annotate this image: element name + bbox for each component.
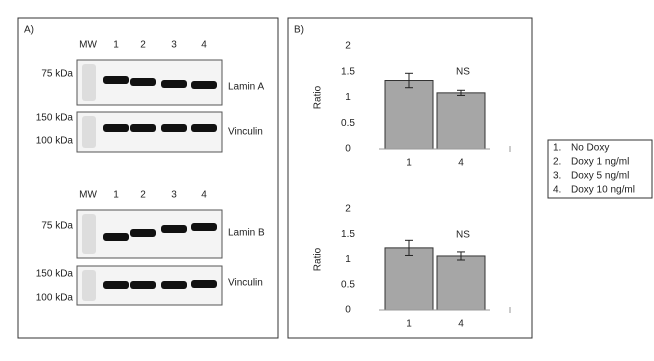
marker-label: 75 kDa xyxy=(41,69,73,80)
blot-name: Lamin B xyxy=(228,228,265,239)
y-tick-label: 2 xyxy=(345,41,351,52)
band xyxy=(103,124,129,132)
band xyxy=(130,229,156,237)
legend-number: 1. xyxy=(553,143,561,154)
lane-label: 1 xyxy=(113,190,119,201)
legend-number: 3. xyxy=(553,171,561,182)
lane-label: 1 xyxy=(113,40,119,51)
mw-label: MW xyxy=(79,40,97,51)
legend-box xyxy=(547,139,653,199)
annotation: NS xyxy=(456,67,470,78)
bar xyxy=(384,80,434,150)
legend-label: Doxy 10 ng/ml xyxy=(571,185,635,196)
annotation: NS xyxy=(456,230,470,241)
band xyxy=(191,81,217,89)
legend-label: No Doxy xyxy=(571,143,609,154)
legend-label: Doxy 5 ng/ml xyxy=(571,171,629,182)
band xyxy=(161,124,187,132)
x-tick-label: 1 xyxy=(406,158,412,169)
ladder xyxy=(82,270,96,301)
y-tick-label: 0 xyxy=(345,144,351,155)
lane-label: 2 xyxy=(140,190,146,201)
y-tick-label: 1.5 xyxy=(341,66,355,77)
panel-label: A) xyxy=(24,25,34,36)
band xyxy=(130,281,156,289)
marker-label: 100 kDa xyxy=(36,293,74,304)
legend-number: 4. xyxy=(553,185,561,196)
band xyxy=(103,281,129,289)
band xyxy=(191,223,217,231)
x-tick-label: 4 xyxy=(458,319,464,330)
band xyxy=(161,225,187,233)
ladder xyxy=(82,64,96,101)
panel-label: B) xyxy=(294,25,304,36)
x-tick-label: 4 xyxy=(458,158,464,169)
ladder xyxy=(82,116,96,148)
band xyxy=(130,78,156,86)
y-tick-label: 1 xyxy=(345,254,351,265)
y-tick-label: 1.5 xyxy=(341,229,355,240)
bar xyxy=(436,92,486,150)
panel-b-box xyxy=(287,17,533,339)
y-tick-label: 0.5 xyxy=(341,118,355,129)
blot-name: Vinculin xyxy=(228,127,263,138)
band xyxy=(191,280,217,288)
mw-label: MW xyxy=(79,190,97,201)
marker-label: 75 kDa xyxy=(41,221,73,232)
bar xyxy=(384,247,434,311)
lane-label: 3 xyxy=(171,40,177,51)
y-tick-label: 1 xyxy=(345,92,351,103)
lane-label: 2 xyxy=(140,40,146,51)
band xyxy=(103,233,129,241)
lane-label: 4 xyxy=(201,40,207,51)
y-tick-label: 2 xyxy=(345,204,351,215)
bar xyxy=(436,255,486,311)
marker-label: 150 kDa xyxy=(36,269,74,280)
band xyxy=(161,281,187,289)
lane-label: 4 xyxy=(201,190,207,201)
legend-number: 2. xyxy=(553,157,561,168)
band xyxy=(161,80,187,88)
ladder xyxy=(82,214,96,254)
band xyxy=(130,124,156,132)
x-tick-label: 1 xyxy=(406,319,412,330)
y-axis-label: Ratio xyxy=(313,247,324,271)
legend-label: Doxy 1 ng/ml xyxy=(571,157,629,168)
marker-label: 100 kDa xyxy=(36,136,74,147)
blot-name: Vinculin xyxy=(228,278,263,289)
band xyxy=(191,124,217,132)
marker-label: 150 kDa xyxy=(36,113,74,124)
blot-name: Lamin A xyxy=(228,82,264,93)
y-axis-label: Ratio xyxy=(313,85,324,109)
y-tick-label: 0 xyxy=(345,305,351,316)
lane-label: 3 xyxy=(171,190,177,201)
band xyxy=(103,76,129,84)
panel-a-box xyxy=(17,17,279,339)
y-tick-label: 0.5 xyxy=(341,279,355,290)
